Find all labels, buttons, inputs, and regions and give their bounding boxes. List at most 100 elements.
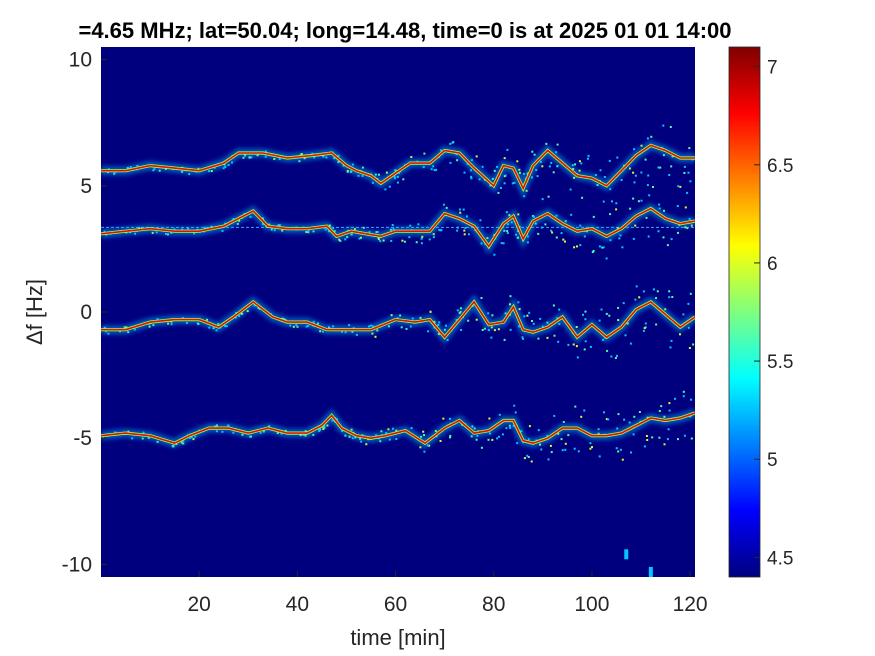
noise-speck bbox=[557, 340, 560, 343]
noise-speck bbox=[600, 308, 603, 311]
noise-speck bbox=[523, 315, 526, 318]
noise-speck bbox=[131, 437, 134, 440]
x-tick-label: 40 bbox=[286, 593, 309, 616]
colorbar bbox=[728, 46, 761, 578]
noise-speck bbox=[445, 206, 448, 209]
noise-speck bbox=[669, 346, 672, 349]
noise-speck bbox=[646, 439, 649, 441]
noise-speck bbox=[527, 456, 530, 458]
colorbar-tick-label: 6 bbox=[767, 254, 778, 275]
noise-speck bbox=[445, 324, 447, 327]
noise-speck bbox=[578, 169, 581, 172]
y-tick-label: -5 bbox=[73, 427, 92, 450]
noise-speck bbox=[647, 174, 650, 177]
noise-speck bbox=[463, 233, 466, 236]
noise-speck bbox=[533, 153, 536, 156]
noise-speck bbox=[632, 237, 635, 240]
noise-speck bbox=[671, 296, 674, 298]
trace-line bbox=[101, 207, 695, 248]
noise-speck bbox=[422, 430, 425, 433]
noise-speck bbox=[355, 333, 358, 336]
noise-speck bbox=[683, 434, 686, 437]
noise-speck bbox=[522, 172, 525, 175]
noise-speck bbox=[384, 188, 387, 191]
noise-speck bbox=[419, 446, 422, 449]
noise-speck bbox=[592, 249, 595, 252]
noise-speck bbox=[587, 154, 590, 157]
noise-speck bbox=[560, 232, 563, 235]
noise-speck bbox=[427, 330, 430, 333]
noise-speck bbox=[556, 143, 559, 146]
noise-speck bbox=[516, 442, 519, 445]
y-axis-label: Δf [Hz] bbox=[22, 279, 47, 345]
noise-speck bbox=[420, 242, 423, 245]
noise-speck bbox=[589, 447, 592, 450]
noise-speck bbox=[467, 319, 470, 322]
noise-speck bbox=[551, 231, 554, 234]
noise-speck bbox=[589, 345, 592, 348]
noise-speck bbox=[470, 177, 473, 180]
noise-speck bbox=[417, 223, 420, 226]
noise-speck bbox=[602, 246, 605, 249]
noise-speck bbox=[541, 198, 544, 201]
noise-speck bbox=[667, 428, 670, 431]
trace-line bbox=[101, 144, 695, 191]
noise-speck bbox=[449, 417, 451, 420]
noise-speck bbox=[616, 427, 619, 430]
noise-speck bbox=[632, 171, 635, 174]
noise-speck bbox=[638, 296, 641, 299]
x-tick-label: 100 bbox=[574, 593, 609, 616]
noise-speck bbox=[643, 327, 646, 330]
noise-speck bbox=[686, 191, 689, 194]
noise-speck bbox=[584, 340, 587, 343]
noise-speck bbox=[683, 165, 686, 168]
y-tick-label: -10 bbox=[62, 553, 92, 576]
noise-speck bbox=[658, 207, 661, 210]
noise-speck bbox=[646, 137, 649, 140]
noise-speck bbox=[668, 409, 671, 412]
noise-speck bbox=[378, 173, 380, 176]
noise-speck bbox=[572, 343, 575, 346]
noise-speck bbox=[490, 336, 493, 339]
noise-speck bbox=[435, 168, 438, 171]
noise-speck bbox=[521, 336, 524, 339]
noise-speck bbox=[690, 437, 693, 440]
noise-speck bbox=[420, 237, 423, 240]
noise-speck bbox=[497, 328, 500, 331]
noise-speck bbox=[506, 148, 509, 151]
noise-speck bbox=[518, 168, 521, 171]
noise-speck bbox=[611, 200, 613, 203]
noise-speck bbox=[663, 443, 666, 446]
noise-speck bbox=[449, 436, 451, 439]
noise-speck bbox=[658, 436, 661, 439]
noise-speck bbox=[575, 326, 578, 328]
noise-speck bbox=[666, 438, 669, 441]
noise-speck bbox=[399, 314, 402, 317]
noise-speck bbox=[599, 169, 602, 172]
noise-speck bbox=[359, 236, 362, 239]
noise-speck bbox=[503, 229, 506, 232]
noise-speck bbox=[644, 158, 647, 161]
noise-speck bbox=[410, 156, 413, 158]
noise-speck bbox=[517, 301, 520, 304]
noise-speck bbox=[633, 148, 636, 151]
noise-speck bbox=[522, 337, 525, 340]
noise-speck bbox=[409, 224, 412, 227]
noise-speck bbox=[546, 336, 549, 339]
noise-speck bbox=[547, 458, 550, 461]
noise-speck bbox=[358, 237, 361, 240]
noise-speck bbox=[503, 182, 506, 185]
noise-speck bbox=[615, 208, 618, 211]
noise-speck bbox=[430, 168, 433, 171]
noise-speck bbox=[401, 239, 404, 242]
y-tick-label: 5 bbox=[80, 175, 92, 198]
noise-speck bbox=[449, 142, 452, 145]
noise-speck bbox=[583, 409, 586, 412]
noise-speck bbox=[575, 345, 578, 348]
noise-speck bbox=[449, 434, 452, 437]
noise-speck bbox=[628, 421, 631, 424]
noise-speck bbox=[388, 185, 391, 188]
noise-speck bbox=[400, 326, 403, 329]
noise-speck bbox=[438, 229, 441, 231]
noise-speck bbox=[385, 171, 388, 174]
